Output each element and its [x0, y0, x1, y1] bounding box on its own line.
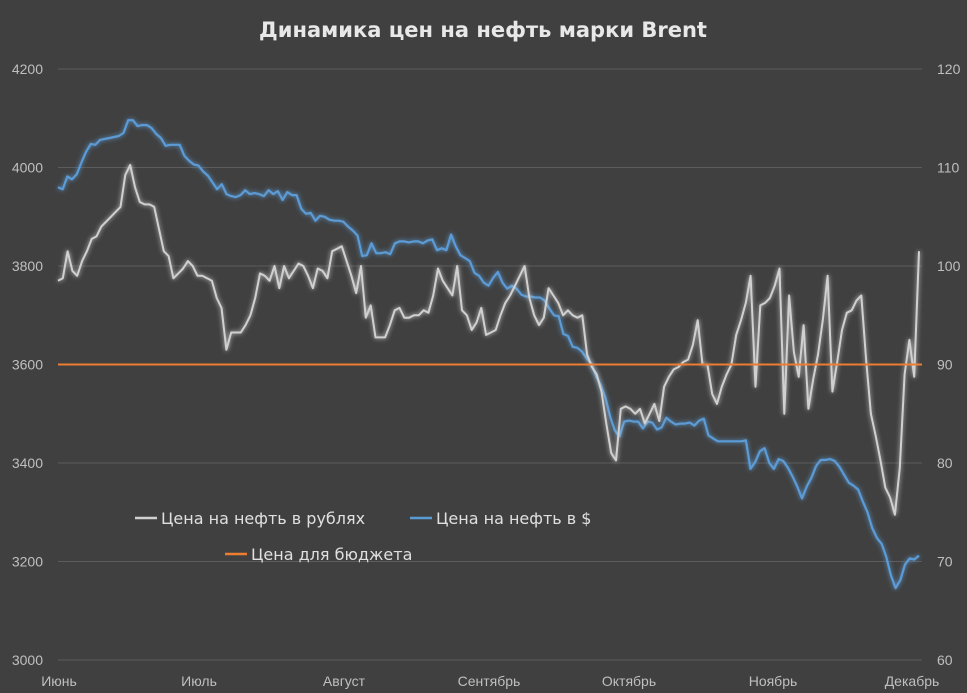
y-left-tick-label: 4000	[12, 160, 43, 176]
y-left-tick-label: 3800	[12, 258, 43, 274]
y-right-tick-label: 110	[937, 160, 960, 176]
legend-label: Цена на нефть в рублях	[161, 509, 365, 528]
y-right-tick-label: 70	[937, 554, 953, 570]
x-tick-label: Сентябрь	[458, 673, 521, 689]
legend: Цена на нефть в рублях Цена на нефть в $ Ц…	[135, 509, 591, 564]
x-tick-label: Декабрь	[885, 673, 940, 689]
y-left-tick-label: 3000	[12, 652, 43, 668]
x-tick-label: Октябрь	[602, 673, 656, 689]
y-left-tick-label: 3200	[12, 554, 43, 570]
axis-layer: 3000 3200 3400 3600 3800 4000 4200 60 70 80 90 100 1…	[12, 61, 961, 689]
y-left-tick-label: 4200	[12, 61, 43, 77]
y-left-tick-label: 3400	[12, 455, 43, 471]
series-layer	[57, 119, 922, 590]
legend-item-budget: Цена для бюджета	[225, 545, 412, 564]
series-line-usd	[57, 119, 920, 590]
y-right-tick-label: 90	[937, 357, 953, 373]
y-right-tick-label: 120	[937, 61, 961, 77]
legend-item-usd: Цена на нефть в $	[410, 509, 591, 528]
x-tick-label: Август	[323, 673, 366, 689]
legend-item-rub: Цена на нефть в рублях	[135, 509, 365, 528]
chart-title: Динамика цен на нефть марки Brent	[259, 18, 707, 42]
y-right-tick-label: 60	[937, 652, 953, 668]
y-right-tick-label: 80	[937, 455, 953, 471]
x-tick-label: Июнь	[41, 673, 77, 689]
x-tick-label: Июль	[181, 673, 217, 689]
legend-label: Цена для бюджета	[251, 545, 412, 564]
series-line-rub	[57, 164, 920, 516]
legend-label: Цена на нефть в $	[436, 509, 591, 528]
x-tick-label: Ноябрь	[749, 673, 798, 689]
y-right-tick-label: 100	[937, 258, 961, 274]
y-left-tick-label: 3600	[12, 357, 43, 373]
